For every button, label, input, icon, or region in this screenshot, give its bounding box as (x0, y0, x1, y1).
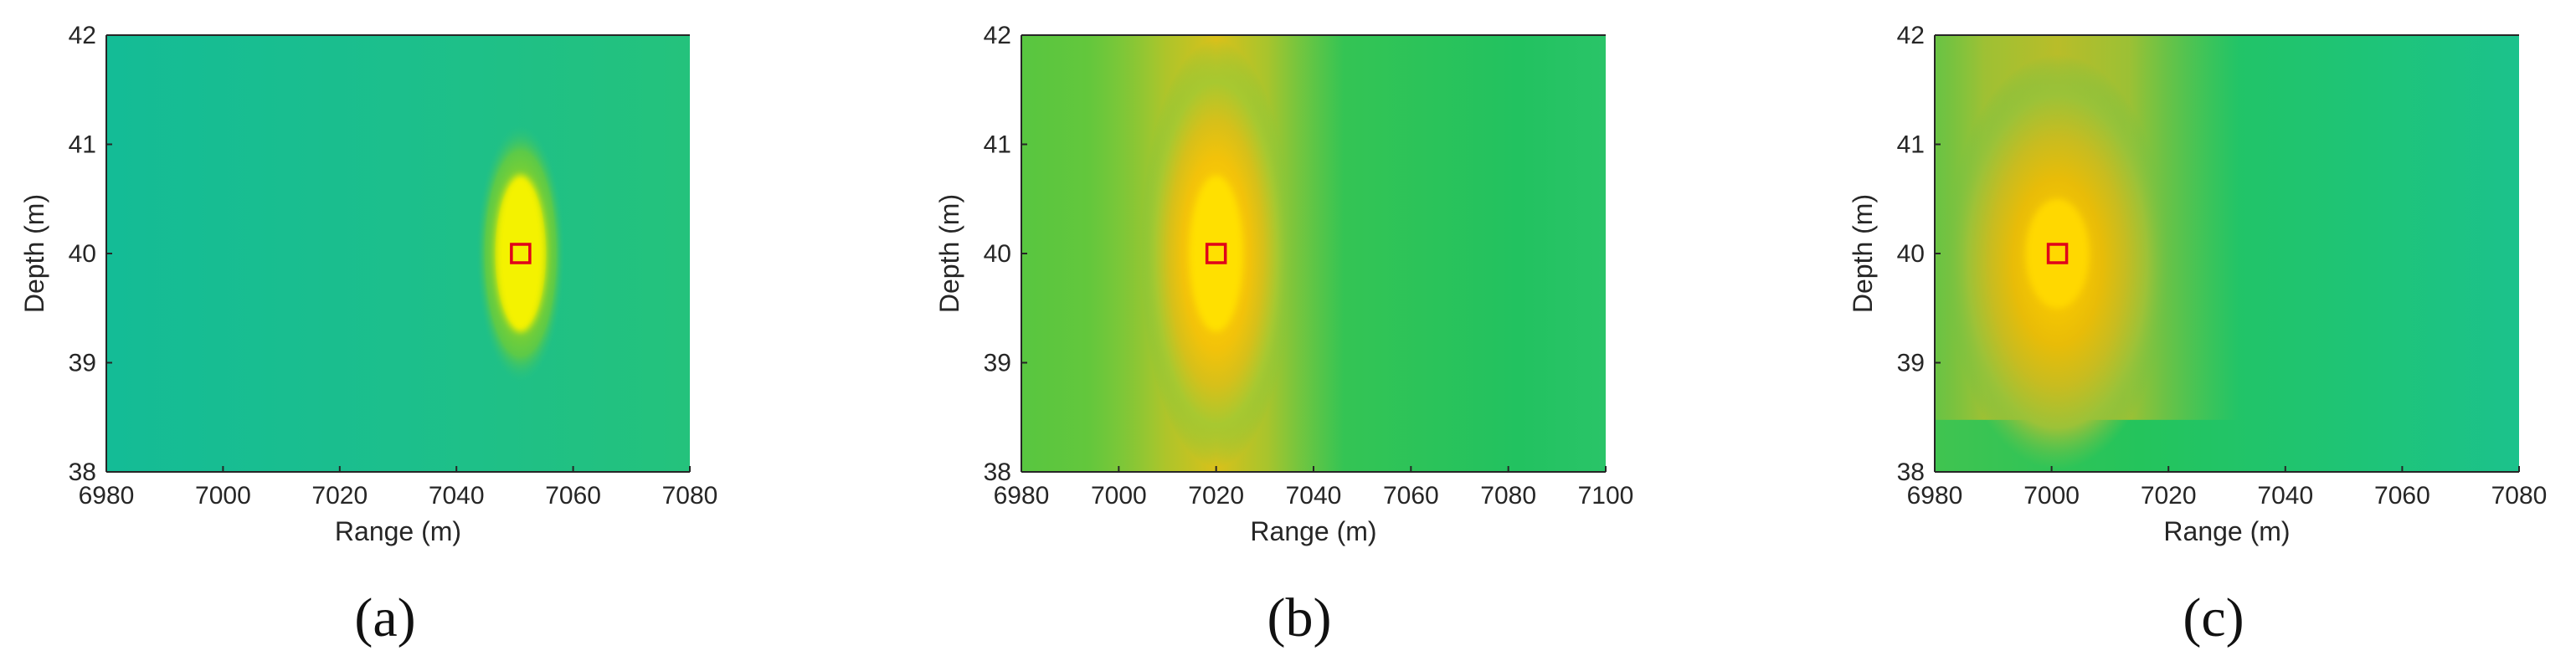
y-tick-label: 40 (69, 240, 96, 268)
panel-label: (a) (354, 587, 415, 648)
x-tick-label: 7020 (1188, 482, 1244, 510)
y-tick-label: 42 (1897, 22, 1925, 49)
panel-label: (b) (1267, 587, 1332, 648)
y-tick-label: 42 (69, 22, 96, 49)
x-axis-label: Range (m) (335, 516, 461, 546)
x-tick-label: 7080 (662, 482, 718, 510)
y-tick-label: 42 (984, 22, 1011, 49)
source-marker (1205, 243, 1227, 264)
x-tick-label: 6980 (994, 482, 1050, 510)
y-axis-label: Depth (m) (1848, 194, 1878, 313)
y-tick-label: 39 (984, 350, 1011, 377)
x-tick-label: 7100 (1578, 482, 1634, 510)
y-tick-label: 38 (69, 459, 96, 486)
x-tick-label: 6980 (79, 482, 135, 510)
x-tick-label: 6980 (1907, 482, 1963, 510)
y-tick-label: 41 (69, 131, 96, 159)
intensity-core (496, 175, 546, 332)
x-tick-label: 7060 (2374, 482, 2430, 510)
intensity-core (1190, 175, 1243, 332)
heatmap-panel-c: 6980 7000 7020 7040 7060 7080 38 39 40 41 42 Range … (1848, 22, 2547, 648)
x-tick-label: 7000 (2023, 482, 2080, 510)
x-tick-label: 7040 (429, 482, 485, 510)
y-tick-label: 38 (984, 459, 1011, 486)
y-tick-label: 39 (1897, 350, 1925, 377)
heatmap-background (106, 35, 690, 472)
x-tick-label: 7040 (2257, 482, 2313, 510)
source-marker (510, 243, 532, 264)
x-axis-label: Range (m) (2163, 516, 2290, 546)
y-tick-label: 39 (69, 350, 96, 377)
y-tick-label: 41 (1897, 131, 1925, 159)
y-tick-label: 38 (1897, 459, 1925, 486)
x-tick-label: 7000 (195, 482, 251, 510)
x-tick-label: 7040 (1286, 482, 1342, 510)
heatmap-field (1935, 35, 2519, 472)
x-tick-label: 7080 (2491, 482, 2548, 510)
x-tick-label: 7020 (2141, 482, 2197, 510)
heatmap-field (1021, 35, 1606, 472)
y-axis-label: Depth (m) (19, 194, 49, 313)
y-axis-label: Depth (m) (934, 194, 964, 313)
y-tick-label: 40 (984, 240, 1011, 268)
panels: 6980 7000 7020 7040 7060 7080 38 39 40 41 42 Range … (19, 22, 2547, 648)
source-marker (2046, 243, 2069, 264)
x-tick-label: 7000 (1091, 482, 1147, 510)
x-tick-label: 7080 (1480, 482, 1536, 510)
heatmap-panel-a: 6980 7000 7020 7040 7060 7080 38 39 40 41 42 Range … (19, 22, 717, 648)
x-axis-label: Range (m) (1250, 516, 1376, 546)
heatmap-panel-b: 6980 7000 7020 7040 7060 7080 7100 38 39 40 41 42 Ra… (934, 22, 1633, 648)
y-tick-label: 40 (1897, 240, 1925, 268)
x-tick-label: 7060 (1383, 482, 1439, 510)
y-tick-label: 41 (984, 131, 1011, 159)
x-tick-label: 7020 (311, 482, 368, 510)
heatmap-field (106, 35, 690, 472)
x-tick-label: 7060 (545, 482, 601, 510)
intensity-core (2025, 198, 2090, 309)
panel-label: (c) (2183, 587, 2244, 648)
